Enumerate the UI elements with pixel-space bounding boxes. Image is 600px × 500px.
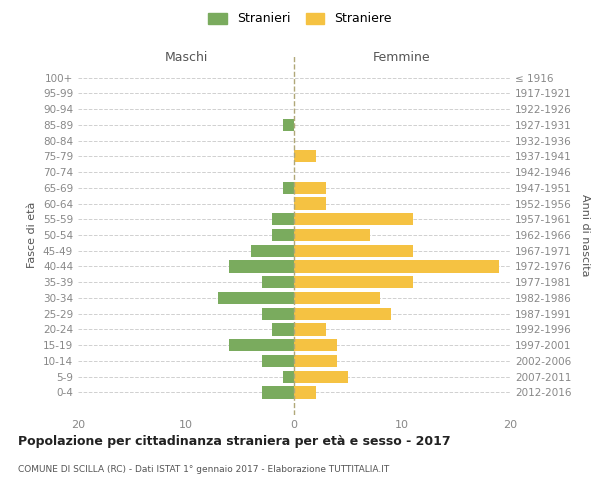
Bar [294,339,337,351]
Bar [294,386,316,398]
Bar [294,182,326,194]
Bar [294,355,337,367]
Bar [262,308,294,320]
Bar [294,308,391,320]
Text: COMUNE DI SCILLA (RC) - Dati ISTAT 1° gennaio 2017 - Elaborazione TUTTITALIA.IT: COMUNE DI SCILLA (RC) - Dati ISTAT 1° ge… [18,465,389,474]
Bar [218,292,294,304]
Bar [283,370,294,383]
Bar [229,339,294,351]
Y-axis label: Anni di nascita: Anni di nascita [580,194,590,276]
Text: Popolazione per cittadinanza straniera per età e sesso - 2017: Popolazione per cittadinanza straniera p… [18,435,451,448]
Bar [294,324,326,336]
Bar [272,229,294,241]
Bar [294,150,316,162]
Bar [294,244,413,257]
Bar [262,386,294,398]
Bar [272,324,294,336]
Bar [229,260,294,272]
Y-axis label: Fasce di età: Fasce di età [28,202,37,268]
Bar [283,182,294,194]
Text: Femmine: Femmine [373,51,431,64]
Bar [294,370,348,383]
Bar [262,355,294,367]
Bar [251,244,294,257]
Bar [294,213,413,226]
Bar [262,276,294,288]
Bar [294,229,370,241]
Bar [294,260,499,272]
Bar [294,292,380,304]
Bar [294,198,326,209]
Text: Maschi: Maschi [164,51,208,64]
Bar [294,276,413,288]
Legend: Stranieri, Straniere: Stranieri, Straniere [205,8,395,29]
Bar [272,213,294,226]
Bar [283,118,294,131]
